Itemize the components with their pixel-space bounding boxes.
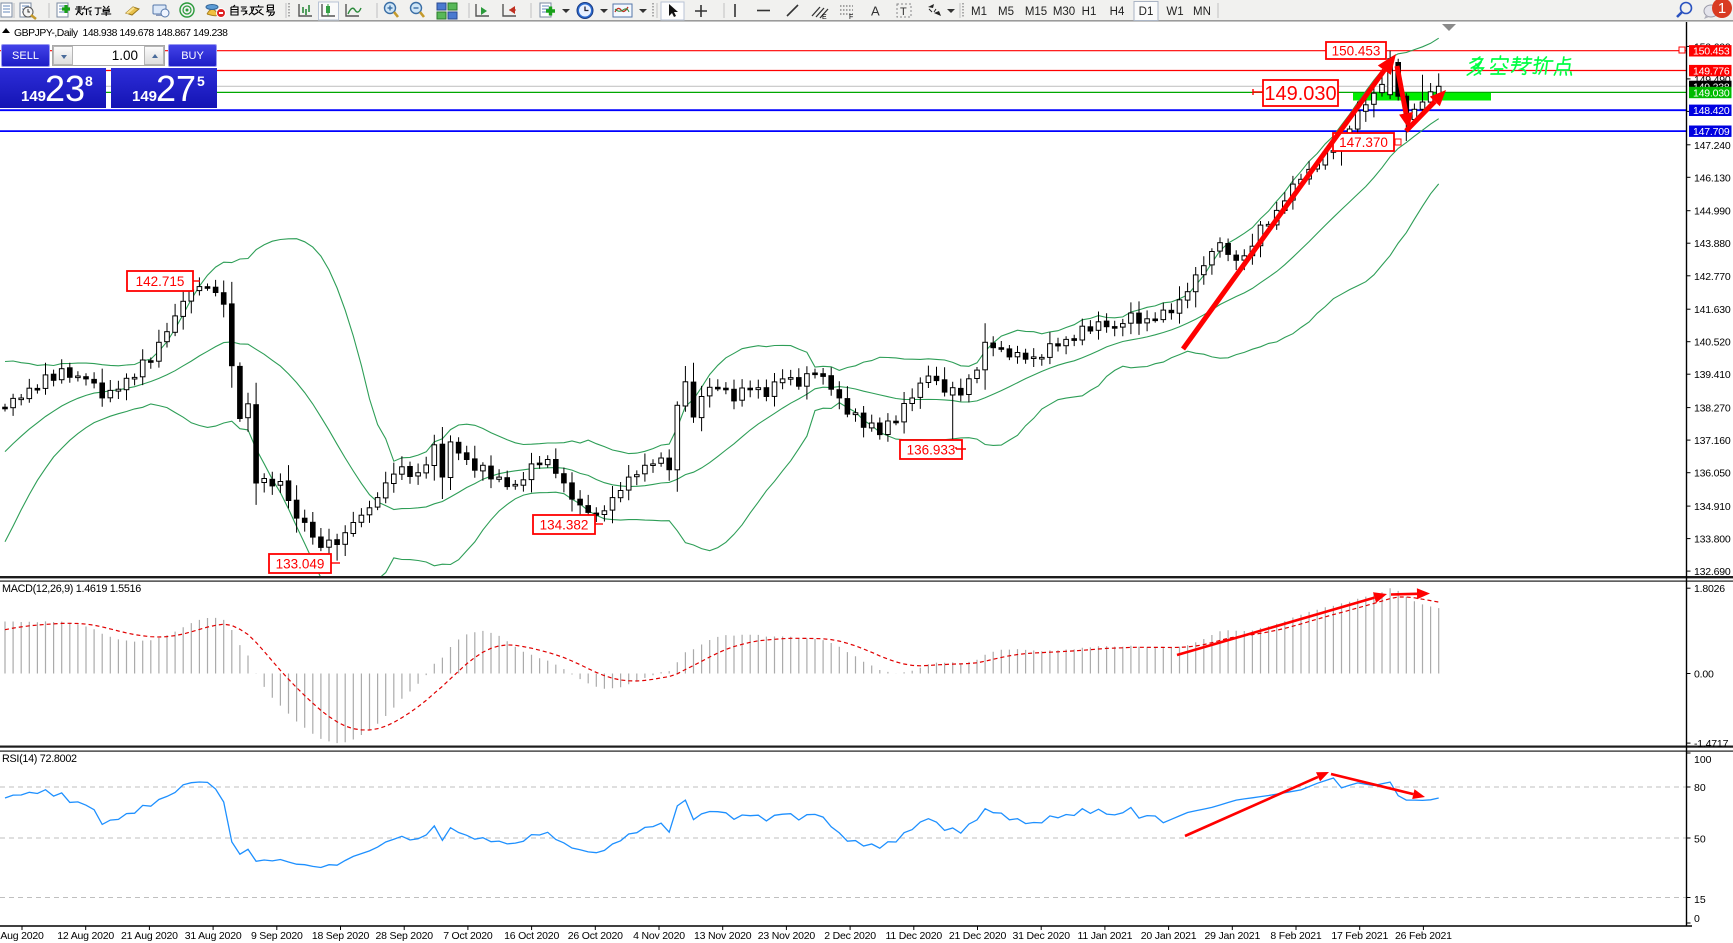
svg-text:16 Oct 2020: 16 Oct 2020 — [504, 930, 559, 942]
svg-text:-1.4717: -1.4717 — [1694, 738, 1729, 750]
svg-text:146.130: 146.130 — [1694, 172, 1731, 184]
svg-text:26 Feb 2021: 26 Feb 2021 — [1395, 930, 1452, 942]
svg-text:26 Oct 2020: 26 Oct 2020 — [568, 930, 623, 942]
svg-text:134.910: 134.910 — [1694, 501, 1731, 513]
svg-text:100: 100 — [1694, 754, 1712, 766]
svg-text:MACD(12,26,9) 1.4619 1.5516: MACD(12,26,9) 1.4619 1.5516 — [2, 583, 141, 595]
svg-text:136.933: 136.933 — [907, 442, 956, 457]
svg-text:149.030: 149.030 — [1264, 83, 1336, 105]
svg-text:11 Dec 2020: 11 Dec 2020 — [886, 930, 943, 942]
svg-text:80: 80 — [1694, 782, 1706, 794]
svg-text:139.410: 139.410 — [1694, 369, 1731, 381]
svg-text:11 Jan 2021: 11 Jan 2021 — [1077, 930, 1132, 942]
svg-text:GBPJPY-,Daily 148.938 149.678: GBPJPY-,Daily 148.938 149.678 148.867 14… — [14, 28, 228, 39]
svg-text:T: T — [900, 6, 907, 18]
svg-text:4 Nov 2020: 4 Nov 2020 — [633, 930, 685, 942]
svg-text:20 Jan 2021: 20 Jan 2021 — [1141, 930, 1197, 942]
svg-text:1.8026: 1.8026 — [1694, 583, 1725, 595]
svg-text:7 Oct 2020: 7 Oct 2020 — [443, 930, 493, 942]
svg-text:23 Nov 2020: 23 Nov 2020 — [758, 930, 816, 942]
svg-text:31 Dec 2020: 31 Dec 2020 — [1013, 930, 1071, 942]
svg-text:21 Aug 2020: 21 Aug 2020 — [121, 930, 178, 942]
svg-text:137.160: 137.160 — [1694, 435, 1731, 447]
svg-text:29 Jan 2021: 29 Jan 2021 — [1204, 930, 1260, 942]
svg-text:9 Sep 2020: 9 Sep 2020 — [251, 930, 303, 942]
svg-text:138.270: 138.270 — [1694, 403, 1731, 415]
svg-text:18 Sep 2020: 18 Sep 2020 — [312, 930, 370, 942]
svg-text:2 Dec 2020: 2 Dec 2020 — [824, 930, 876, 942]
svg-text:A: A — [871, 4, 880, 19]
svg-text:F: F — [849, 14, 853, 21]
svg-text:144.990: 144.990 — [1694, 206, 1731, 218]
svg-text:133.800: 133.800 — [1694, 534, 1731, 546]
svg-text:50: 50 — [1694, 834, 1706, 846]
svg-text:H4: H4 — [1110, 6, 1125, 18]
svg-text:0: 0 — [1694, 913, 1700, 925]
svg-text:M15: M15 — [1025, 6, 1047, 18]
svg-text:M5: M5 — [998, 6, 1014, 18]
svg-text:RSI(14) 72.8002: RSI(14) 72.8002 — [2, 753, 77, 765]
svg-text:141.630: 141.630 — [1694, 304, 1731, 316]
svg-text:132.690: 132.690 — [1694, 566, 1731, 578]
svg-text:150.453: 150.453 — [1332, 43, 1381, 58]
svg-text:143.880: 143.880 — [1694, 238, 1731, 250]
svg-text:150.453: 150.453 — [1693, 46, 1730, 58]
svg-text:Aug 2020: Aug 2020 — [0, 930, 44, 942]
svg-text:148.420: 148.420 — [1693, 105, 1730, 117]
svg-text:M1: M1 — [971, 6, 987, 18]
svg-text:H1: H1 — [1082, 6, 1097, 18]
svg-text:D1: D1 — [1139, 6, 1154, 18]
svg-text:1: 1 — [1718, 0, 1726, 17]
svg-text:28 Sep 2020: 28 Sep 2020 — [376, 930, 434, 942]
svg-text:W1: W1 — [1166, 6, 1183, 18]
svg-text:133.049: 133.049 — [276, 556, 325, 571]
svg-text:13 Nov 2020: 13 Nov 2020 — [694, 930, 752, 942]
svg-text:149.030: 149.030 — [1693, 87, 1730, 99]
svg-text:MN: MN — [1193, 6, 1211, 18]
svg-text:149.776: 149.776 — [1693, 66, 1730, 78]
svg-text:31 Aug 2020: 31 Aug 2020 — [185, 930, 242, 942]
svg-text:136.050: 136.050 — [1694, 468, 1731, 480]
svg-text:147.370: 147.370 — [1339, 135, 1388, 150]
svg-text:E: E — [822, 14, 827, 21]
svg-text:15: 15 — [1694, 894, 1706, 906]
svg-text:142.770: 142.770 — [1694, 271, 1731, 283]
svg-text:140.520: 140.520 — [1694, 337, 1731, 349]
svg-text:8 Feb 2021: 8 Feb 2021 — [1270, 930, 1321, 942]
svg-text:17 Feb 2021: 17 Feb 2021 — [1331, 930, 1388, 942]
svg-text:21 Dec 2020: 21 Dec 2020 — [949, 930, 1007, 942]
svg-text:134.382: 134.382 — [540, 517, 589, 532]
svg-text:0.00: 0.00 — [1694, 669, 1714, 681]
svg-text:M30: M30 — [1053, 6, 1075, 18]
svg-text:147.709: 147.709 — [1693, 126, 1730, 138]
svg-text:147.240: 147.240 — [1694, 140, 1731, 152]
svg-text:142.715: 142.715 — [136, 274, 185, 289]
svg-text:12 Aug 2020: 12 Aug 2020 — [57, 930, 114, 942]
